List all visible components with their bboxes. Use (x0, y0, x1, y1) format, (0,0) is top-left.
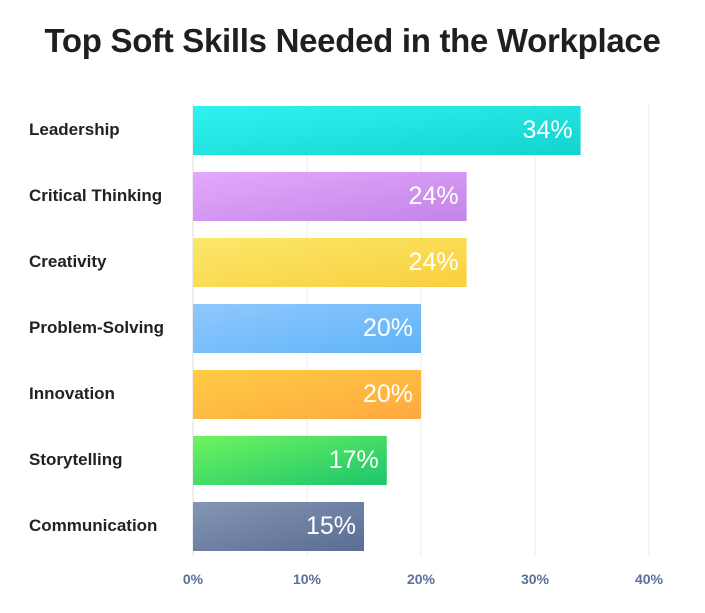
category-label: Critical Thinking (29, 186, 162, 205)
x-tick-label: 10% (293, 571, 322, 587)
data-label: 24% (409, 182, 459, 210)
bar-problem-solving (193, 304, 421, 353)
data-label: 34% (523, 116, 573, 144)
category-label: Innovation (29, 384, 115, 403)
bar-storytelling (193, 436, 387, 485)
data-label: 24% (409, 248, 459, 276)
data-label: 20% (363, 314, 413, 342)
x-tick-label: 30% (521, 571, 550, 587)
x-tick-label: 40% (635, 571, 664, 587)
bar-creativity (193, 238, 467, 287)
x-tick-label: 20% (407, 571, 436, 587)
data-label: 15% (306, 512, 356, 540)
bar-communication (193, 502, 364, 551)
bar-leadership (193, 106, 581, 155)
category-label: Communication (29, 516, 157, 535)
x-tick-label: 0% (183, 571, 204, 587)
bar-critical-thinking (193, 172, 467, 221)
category-label: Creativity (29, 252, 107, 271)
data-label: 17% (329, 446, 379, 474)
category-label: Leadership (29, 120, 120, 139)
data-label: 20% (363, 380, 413, 408)
category-label: Problem-Solving (29, 318, 164, 337)
chart-title: Top Soft Skills Needed in the Workplace (44, 22, 661, 59)
bar-innovation (193, 370, 421, 419)
category-label: Storytelling (29, 450, 123, 469)
